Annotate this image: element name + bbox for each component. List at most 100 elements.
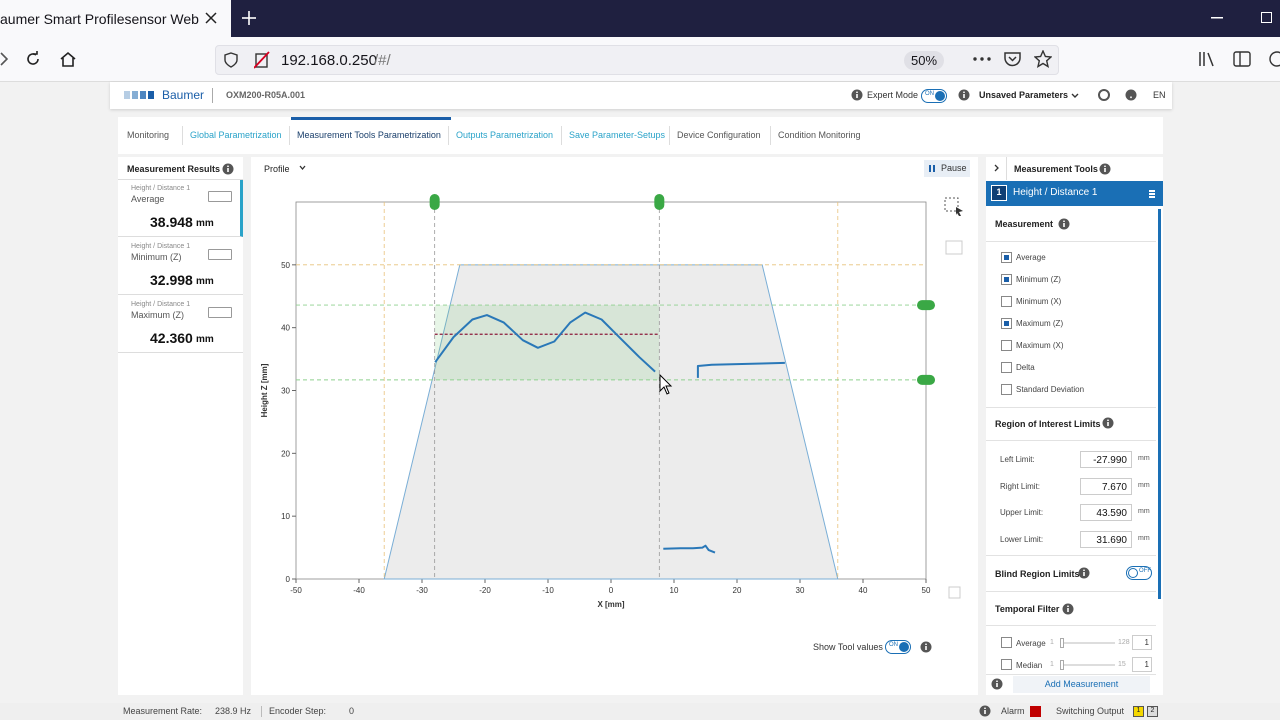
toggle-switch[interactable]: OFF bbox=[1126, 566, 1152, 580]
checkbox[interactable] bbox=[1001, 274, 1012, 285]
add-measurement-button[interactable]: Add Measurement bbox=[1013, 676, 1150, 693]
result-card[interactable]: Height / Distance 1 Maximum (Z) 42.360 mm bbox=[118, 296, 243, 353]
info-icon-part bbox=[1067, 608, 1069, 612]
limit-input[interactable]: -27.990 bbox=[1080, 451, 1132, 468]
pause-glyph bbox=[929, 165, 931, 172]
dropdown-chevron[interactable] bbox=[1071, 93, 1079, 98]
browser-tab[interactable]: aumer Smart Profilesensor Web G bbox=[0, 0, 231, 37]
insecure-icon bbox=[254, 51, 270, 69]
tab-title: aumer Smart Profilesensor Web G bbox=[0, 11, 200, 27]
back-button[interactable] bbox=[0, 52, 8, 66]
toggle-knob bbox=[935, 91, 945, 101]
pocket-icon[interactable] bbox=[1004, 51, 1021, 67]
help-icon-part bbox=[1130, 96, 1132, 99]
checkbox[interactable] bbox=[1001, 340, 1012, 351]
roi-handle bbox=[429, 194, 440, 210]
checkbox[interactable] bbox=[1001, 318, 1012, 329]
info-icon-part bbox=[984, 710, 986, 714]
slider-track bbox=[1060, 664, 1115, 666]
collapse-chevron[interactable] bbox=[994, 164, 1000, 172]
checkbox[interactable] bbox=[1001, 637, 1012, 648]
limit-input[interactable]: 7.670 bbox=[1080, 477, 1132, 495]
limit-input[interactable]: 31.690 bbox=[1080, 530, 1132, 548]
menu-glyph bbox=[1149, 193, 1155, 195]
support-icon[interactable] bbox=[1098, 89, 1110, 101]
checkbox[interactable] bbox=[1001, 362, 1012, 373]
limit-input[interactable]: 43.590 bbox=[1080, 504, 1132, 521]
toggle-knob bbox=[899, 642, 909, 652]
nav-tab[interactable]: Measurement Tools Parametrization bbox=[291, 117, 451, 154]
tab-close[interactable] bbox=[205, 12, 217, 24]
home-button[interactable] bbox=[59, 51, 77, 67]
result-value: 32.998 bbox=[150, 272, 193, 288]
page-actions[interactable] bbox=[973, 57, 991, 61]
filter-input[interactable]: 1 bbox=[1132, 657, 1152, 672]
view-selector[interactable]: Profile bbox=[264, 164, 290, 174]
nav-tab[interactable]: Global Parametrization bbox=[184, 117, 292, 154]
divider bbox=[986, 591, 1156, 592]
slider-thumb[interactable] bbox=[1060, 638, 1064, 648]
chart: 0 10 20 30 40 50 -50 -40 -30 -20 -10 0 10 20 30 40 50 X [… bbox=[260, 194, 935, 609]
checkbox[interactable] bbox=[1001, 296, 1012, 307]
sidebar-icon[interactable] bbox=[1233, 51, 1251, 67]
result-card[interactable]: Height / Distance 1 Average 38.948 mm bbox=[118, 180, 243, 237]
limit-unit: mm bbox=[1138, 508, 1150, 515]
nav-tab-label: Save Parameter-Setups bbox=[569, 130, 666, 140]
divider bbox=[118, 179, 243, 180]
url-bar[interactable]: 192.168.0.250/#/ 50% bbox=[215, 45, 1059, 75]
info-icon-part bbox=[856, 94, 858, 98]
checkbox-label: Delta bbox=[1016, 363, 1035, 372]
result-value: 42.360 bbox=[150, 330, 193, 346]
reload-button[interactable] bbox=[25, 51, 41, 67]
url-path: /#/ bbox=[374, 52, 391, 69]
results-title: Measurement Results bbox=[127, 164, 221, 174]
language[interactable]: EN bbox=[1153, 90, 1166, 100]
info-icon-part bbox=[963, 91, 965, 93]
toggle-switch[interactable]: ON bbox=[921, 89, 947, 103]
limit-value: 43.590 bbox=[1096, 508, 1127, 519]
shield-icon-part bbox=[224, 52, 238, 68]
filter-input[interactable]: 1 bbox=[1132, 635, 1152, 650]
roi-handle bbox=[654, 194, 665, 210]
nav-tab[interactable]: Save Parameter-Setups bbox=[563, 117, 672, 154]
checkbox[interactable] bbox=[1001, 384, 1012, 395]
slider-track bbox=[1060, 642, 1115, 644]
result-card[interactable]: Height / Distance 1 Minimum (Z) 32.998 mm bbox=[118, 238, 243, 295]
info-icon bbox=[222, 163, 234, 175]
page-actions-part bbox=[980, 57, 984, 61]
pause-button[interactable]: Pause bbox=[924, 160, 970, 177]
divider bbox=[986, 625, 1156, 626]
filter-min: 1 bbox=[1050, 661, 1054, 668]
help-icon[interactable] bbox=[1125, 89, 1137, 101]
tools-panel: Measurement Tools 1 Height / Distance 1 Mea… bbox=[986, 157, 1163, 695]
select-tool[interactable] bbox=[944, 197, 964, 217]
new-tab[interactable] bbox=[242, 11, 256, 25]
save-tool[interactable] bbox=[948, 586, 961, 599]
page-actions-part bbox=[987, 57, 991, 61]
bookmark-star-part bbox=[1034, 50, 1052, 68]
minimize[interactable] bbox=[1211, 17, 1223, 19]
fit-tool[interactable] bbox=[945, 240, 963, 256]
nav-tab[interactable]: Monitoring bbox=[121, 117, 185, 154]
unsaved-parameters[interactable]: Unsaved Parameters bbox=[979, 90, 1069, 100]
result-tool: Height / Distance 1 bbox=[131, 301, 191, 308]
library-icon[interactable] bbox=[1198, 51, 1216, 67]
toggle-switch[interactable]: ON bbox=[885, 640, 911, 654]
nav-tab[interactable]: Outputs Parametrization bbox=[450, 117, 564, 154]
insecure-icon-part bbox=[255, 53, 268, 68]
result-icon bbox=[208, 249, 232, 260]
tool-bar[interactable]: 1 Height / Distance 1 bbox=[986, 181, 1163, 206]
result-value: 38.948 bbox=[150, 214, 193, 230]
maximize[interactable] bbox=[1261, 12, 1273, 24]
zoom-indicator[interactable]: 50% bbox=[904, 51, 944, 70]
bookmark-star[interactable] bbox=[1034, 50, 1052, 68]
slider-thumb[interactable] bbox=[1060, 660, 1064, 670]
nav-tab[interactable]: Condition Monitoring bbox=[772, 117, 876, 154]
select-tool-part bbox=[944, 197, 959, 212]
checkbox[interactable] bbox=[1001, 659, 1012, 670]
extensions-icon[interactable] bbox=[1268, 51, 1280, 67]
x-tick-label: -20 bbox=[479, 586, 491, 595]
switching-label: Switching Output bbox=[1056, 706, 1125, 716]
checkbox[interactable] bbox=[1001, 252, 1012, 263]
nav-tab[interactable]: Device Configuration bbox=[671, 117, 773, 154]
